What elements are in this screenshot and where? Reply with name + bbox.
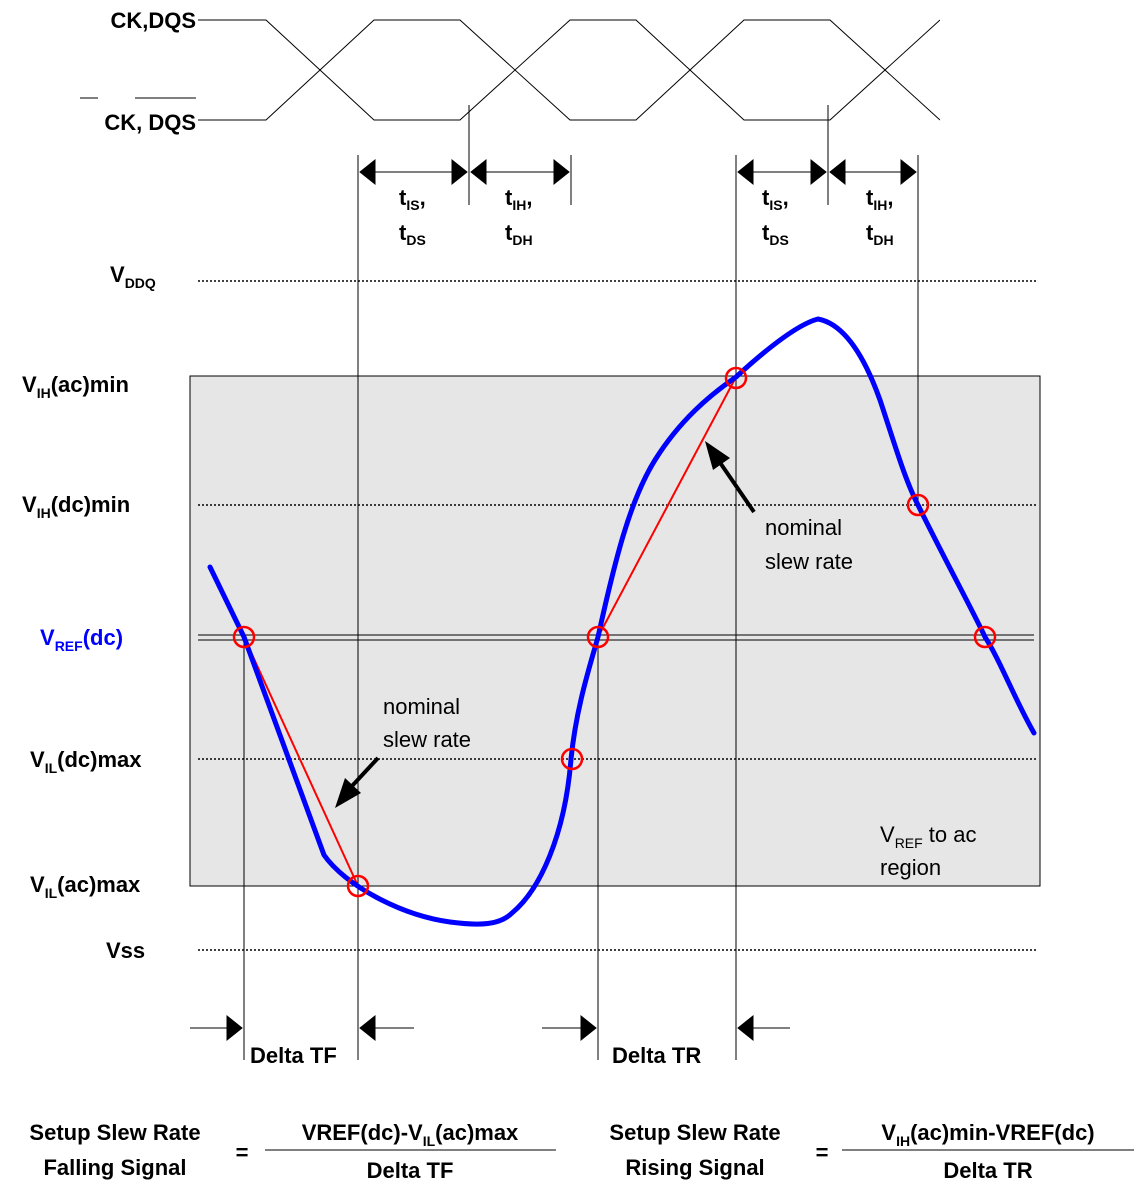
- vss-label: Vss: [106, 938, 145, 963]
- rising-formula-equals: =: [816, 1140, 829, 1165]
- region-label-line1: VREF to ac: [880, 822, 977, 851]
- rising-formula-denominator: Delta TR: [943, 1158, 1032, 1183]
- falling-formula: Setup Slew Rate Falling Signal = VREF(dc…: [29, 1120, 556, 1183]
- rising-formula-numerator: VIH(ac)min-VREF(dc): [881, 1120, 1094, 1149]
- falling-formula-denominator: Delta TF: [367, 1158, 454, 1183]
- falling-formula-equals: =: [236, 1140, 249, 1165]
- tds-label-2: tDS: [762, 220, 789, 248]
- delta-tr-left-arrowhead: [581, 1016, 596, 1040]
- vil-ac-label: VIL(ac)max: [30, 872, 141, 901]
- delta-tr-label: Delta TR: [612, 1043, 701, 1068]
- tis-right-arrowhead: [452, 160, 467, 184]
- ck-waveform: [198, 20, 940, 120]
- nominal-slew-rising-line1: nominal: [765, 515, 842, 540]
- ckb-dqsb-label: CK, DQS: [104, 110, 196, 135]
- nominal-slew-rising-line2: slew rate: [765, 549, 853, 574]
- timing-arrows: [360, 160, 916, 184]
- tdh-label-1: tDH: [505, 220, 533, 248]
- falling-formula-name-1: Setup Slew Rate: [29, 1120, 200, 1145]
- tih2-right-arrowhead: [901, 160, 916, 184]
- ckb-waveform: [198, 20, 940, 120]
- tih-right-arrowhead: [554, 160, 569, 184]
- vil-dc-label: VIL(dc)max: [30, 747, 142, 776]
- tds-label-1: tDS: [399, 220, 426, 248]
- falling-formula-name-2: Falling Signal: [43, 1155, 186, 1180]
- vref-to-ac-region: [190, 376, 1040, 886]
- tdh-label-2: tDH: [866, 220, 894, 248]
- tis2-left-arrowhead: [738, 160, 753, 184]
- rising-formula: Setup Slew Rate Rising Signal = VIH(ac)m…: [609, 1120, 1134, 1183]
- vddq-label: VDDQ: [110, 262, 156, 291]
- rising-formula-name-1: Setup Slew Rate: [609, 1120, 780, 1145]
- tih2-left-arrowhead: [830, 160, 845, 184]
- tis-label-1: tIS,: [399, 185, 426, 213]
- delta-tf-left-arrowhead: [227, 1016, 242, 1040]
- tis-left-arrowhead: [360, 160, 375, 184]
- rising-formula-name-2: Rising Signal: [625, 1155, 764, 1180]
- ck-dqs-label: CK,DQS: [110, 8, 196, 33]
- clock-waveforms: [198, 20, 940, 120]
- vref-label: VREF(dc): [40, 625, 123, 654]
- delta-arrows: [190, 1016, 790, 1040]
- tih-label-1: tIH,: [505, 185, 532, 213]
- falling-formula-numerator: VREF(dc)-VIL(ac)max: [302, 1120, 519, 1149]
- tih-left-arrowhead: [471, 160, 486, 184]
- delta-tf-right-arrowhead: [360, 1016, 375, 1040]
- nominal-slew-falling-line2: slew rate: [383, 727, 471, 752]
- delta-tr-right-arrowhead: [738, 1016, 753, 1040]
- vih-ac-label: VIH(ac)min: [22, 372, 129, 401]
- tih-label-2: tIH,: [866, 185, 893, 213]
- tis-label-2: tIS,: [762, 185, 789, 213]
- vih-dc-label: VIH(dc)min: [22, 492, 130, 521]
- delta-tf-label: Delta TF: [250, 1043, 337, 1068]
- tis2-right-arrowhead: [811, 160, 826, 184]
- nominal-slew-falling-line1: nominal: [383, 694, 460, 719]
- region-label-line2: region: [880, 855, 941, 880]
